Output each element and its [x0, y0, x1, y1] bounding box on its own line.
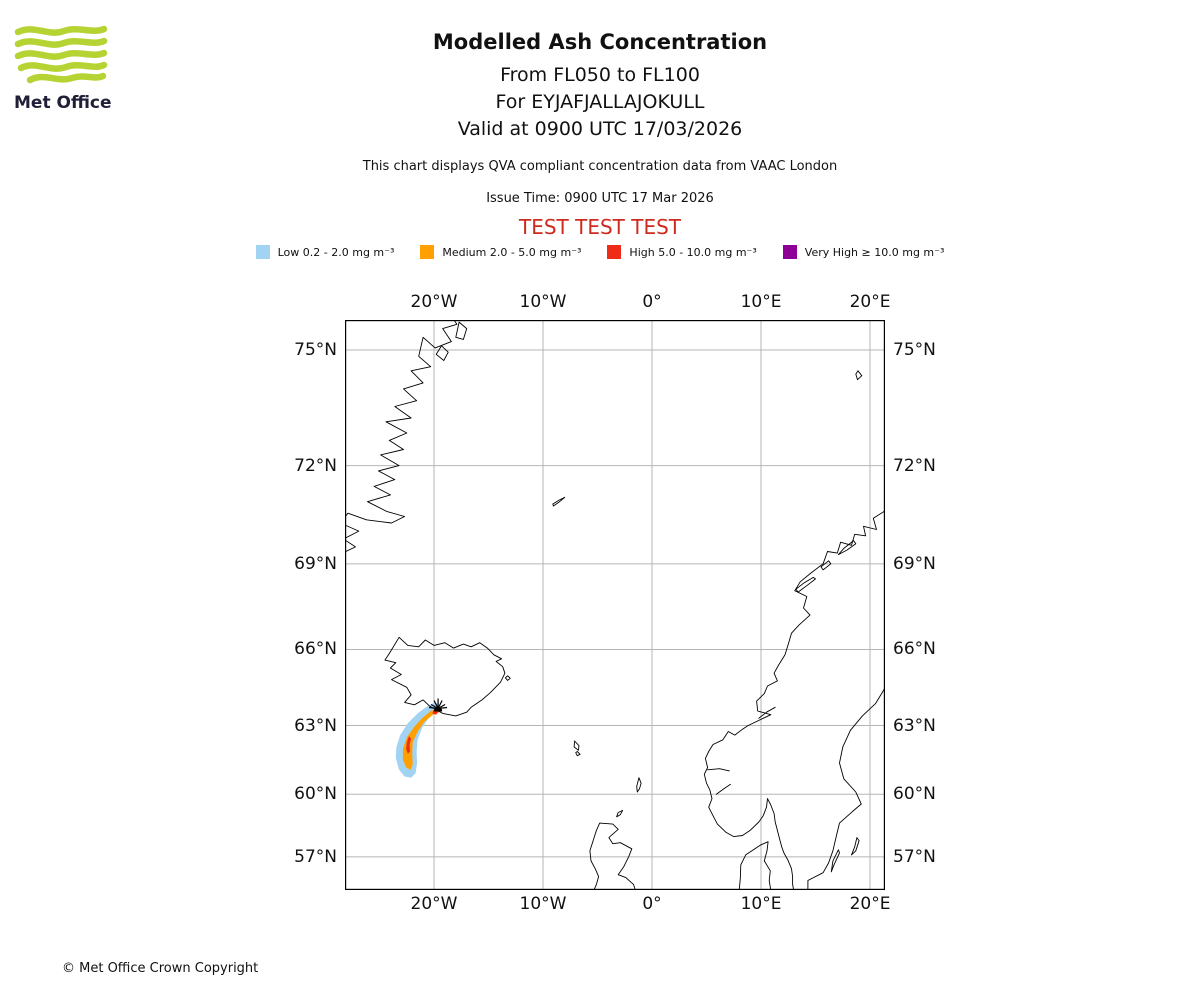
met-office-logo-waves-icon	[14, 25, 108, 84]
coastline-faroe-islands-1	[573, 740, 580, 751]
coastline-oland	[830, 849, 840, 873]
lon-label-top: 20°E	[849, 292, 891, 312]
lat-label-left: 69°N	[294, 553, 337, 574]
compliance-note: This chart displays QVA compliant concen…	[362, 159, 838, 174]
lon-label-top: 10°E	[740, 292, 782, 312]
lat-label-left: 72°N	[294, 455, 337, 476]
coastline-scotland	[589, 822, 636, 890]
legend-swatch-low	[255, 245, 270, 259]
lat-label-right: 75°N	[893, 340, 936, 361]
coastline-shetland	[636, 777, 642, 793]
lat-label-left: 75°N	[294, 340, 337, 361]
lon-label-top: 0°	[642, 292, 662, 312]
copyright-notice: © Met Office Crown Copyright	[62, 961, 259, 976]
lon-label-bottom: 10°W	[519, 894, 567, 914]
met-office-logo-text: Met Office	[14, 93, 112, 113]
coastline-iceland	[384, 636, 506, 717]
coastline-vesteralen-island	[820, 560, 832, 571]
test-banner: TEST TEST TEST	[518, 215, 681, 239]
volcano-name-line: For EYJAFJALLAJOKULL	[495, 91, 705, 113]
lon-label-top: 20°W	[410, 292, 458, 312]
lon-label-bottom: 20°E	[849, 894, 891, 914]
legend-label-high: High 5.0 - 10.0 mg m⁻³	[629, 245, 757, 259]
coastline-faroe-islands-2	[575, 751, 581, 757]
lat-label-right: 66°N	[893, 639, 936, 660]
lon-label-bottom: 10°E	[740, 894, 782, 914]
legend: Low 0.2 - 2.0 mg m⁻³ Medium 2.0 - 5.0 mg …	[0, 245, 1200, 259]
coastline-hardangerfjord	[715, 783, 731, 795]
coastline-jan-mayen	[552, 496, 566, 507]
lat-label-right: 57°N	[893, 846, 936, 867]
legend-label-low: Low 0.2 - 2.0 mg m⁻³	[277, 245, 395, 259]
lat-label-right: 63°N	[893, 715, 936, 736]
map-border	[345, 320, 885, 890]
coastline-lofoten-islands	[795, 576, 816, 593]
coastline-iceland-east-islet	[504, 675, 511, 681]
lon-label-bottom: 20°W	[410, 894, 458, 914]
lat-label-left: 63°N	[294, 715, 337, 736]
legend-swatch-very-high	[782, 245, 797, 259]
coastline-gotland	[851, 837, 860, 856]
legend-item-very-high: Very High ≥ 10.0 mg m⁻³	[782, 245, 945, 259]
flight-level-range: From FL050 to FL100	[500, 64, 700, 86]
coastline-sognefjord	[707, 768, 730, 772]
met-office-logo: Met Office	[14, 24, 124, 113]
legend-label-very-high: Very High ≥ 10.0 mg m⁻³	[804, 245, 945, 259]
volcano-marker-icon	[429, 698, 448, 712]
lat-label-left: 60°N	[294, 784, 337, 805]
legend-swatch-high	[607, 245, 622, 259]
issue-time: Issue Time: 0900 UTC 17 Mar 2026	[486, 191, 714, 206]
coastline-greenland-island-2	[435, 345, 449, 361]
lat-label-left: 66°N	[294, 639, 337, 660]
coastline-greenland-island-1	[455, 321, 468, 340]
valid-time-line: Valid at 0900 UTC 17/03/2026	[457, 118, 743, 140]
lat-label-right: 72°N	[893, 455, 936, 476]
coastline-sweden-baltic-coast	[807, 686, 885, 890]
legend-item-high: High 5.0 - 10.0 mg m⁻³	[607, 245, 757, 259]
legend-label-medium: Medium 2.0 - 5.0 mg m⁻³	[442, 245, 582, 259]
legend-swatch-medium	[420, 245, 435, 259]
coastline-denmark-jutland	[738, 841, 772, 890]
chart-title: Modelled Ash Concentration	[432, 30, 768, 54]
coastline-norway-sweden-west	[703, 510, 885, 890]
coastline-bear-island	[855, 370, 863, 381]
lat-label-left: 57°N	[294, 846, 337, 867]
coastline-trondheimsfjord	[758, 706, 776, 719]
ash-plume-high	[406, 736, 412, 754]
coastline-greenland-east-coast	[345, 320, 458, 553]
ash-plume-medium	[402, 708, 440, 770]
legend-item-low: Low 0.2 - 2.0 mg m⁻³	[255, 245, 395, 259]
lon-label-bottom: 0°	[642, 894, 662, 914]
coastline-senja-island	[837, 540, 857, 556]
map-canvas	[345, 320, 885, 890]
coastline-orkney	[616, 809, 624, 818]
lat-label-right: 60°N	[893, 784, 936, 805]
lon-label-top: 10°W	[519, 292, 567, 312]
legend-item-medium: Medium 2.0 - 5.0 mg m⁻³	[420, 245, 581, 259]
lat-label-right: 69°N	[893, 553, 936, 574]
